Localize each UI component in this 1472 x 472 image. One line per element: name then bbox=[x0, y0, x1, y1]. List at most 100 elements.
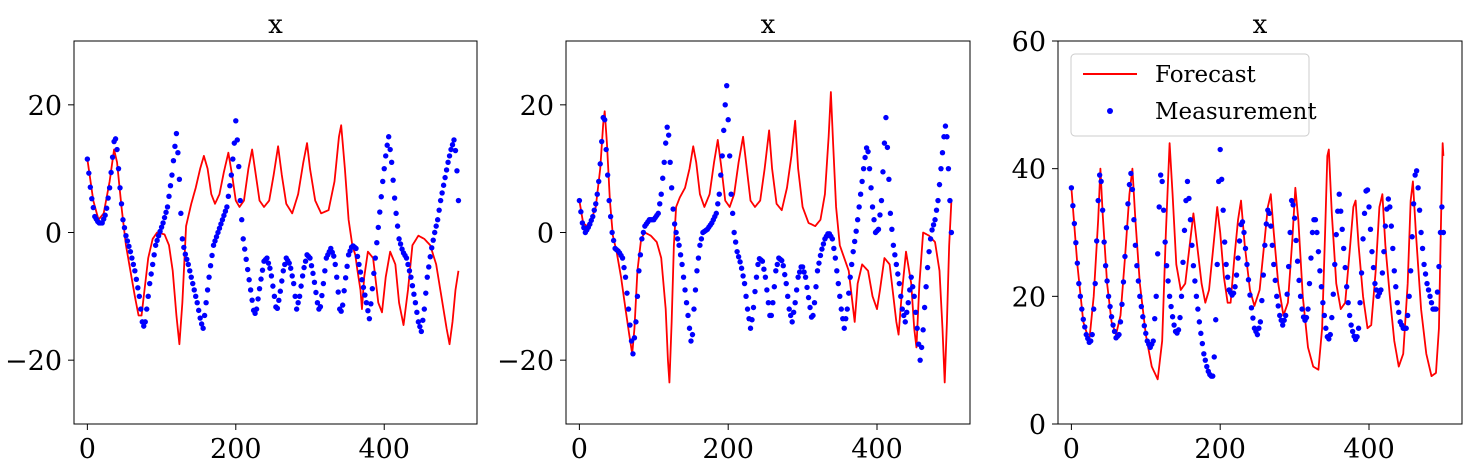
measurement-point bbox=[721, 127, 727, 134]
measurement-point bbox=[1369, 248, 1375, 255]
measurement-point bbox=[1272, 277, 1278, 284]
measurement-point bbox=[1404, 312, 1411, 319]
measurement-point bbox=[381, 165, 387, 172]
measurement-point bbox=[1190, 262, 1197, 269]
measurement-point bbox=[780, 262, 786, 269]
measurement-point bbox=[849, 261, 855, 268]
measurement-point bbox=[948, 229, 955, 236]
measurement-point bbox=[1074, 260, 1081, 266]
measurement-point bbox=[234, 137, 240, 143]
measurement-point bbox=[170, 157, 177, 164]
measurement-point bbox=[1320, 300, 1326, 306]
measurement-point bbox=[668, 185, 675, 191]
measurement-point bbox=[164, 204, 171, 210]
measurement-point bbox=[1390, 245, 1396, 252]
y-tick-label: 0 bbox=[537, 219, 554, 250]
measurement-point bbox=[771, 284, 778, 290]
measurement-point bbox=[1256, 325, 1262, 331]
measurement-point bbox=[1080, 316, 1087, 323]
measurement-point bbox=[590, 213, 596, 220]
measurement-point bbox=[732, 239, 739, 245]
measurement-point bbox=[1123, 225, 1130, 231]
measurement-point bbox=[371, 270, 377, 277]
measurement-point bbox=[1105, 293, 1112, 300]
measurement-point bbox=[636, 268, 642, 274]
measurement-point bbox=[440, 182, 447, 188]
measurement-point bbox=[151, 252, 157, 258]
measurement-point bbox=[807, 304, 813, 311]
measurement-point bbox=[1370, 264, 1377, 271]
measurement-point bbox=[1102, 262, 1109, 269]
measurement-point bbox=[844, 306, 850, 312]
measurement-point bbox=[657, 201, 663, 207]
measurement-point bbox=[384, 142, 390, 148]
measurement-point bbox=[377, 209, 383, 215]
measurement-point bbox=[1439, 204, 1445, 210]
measurement-point bbox=[86, 170, 92, 176]
measurement-point bbox=[682, 287, 688, 293]
measurement-point bbox=[1339, 226, 1345, 233]
chart-title: x bbox=[1253, 10, 1268, 40]
measurement-point bbox=[201, 312, 208, 319]
measurement-point bbox=[418, 328, 425, 335]
measurement-point bbox=[434, 217, 441, 223]
measurement-point bbox=[753, 274, 760, 280]
measurement-point bbox=[1403, 325, 1409, 331]
measurement-point bbox=[445, 159, 451, 165]
measurement-point bbox=[634, 293, 641, 300]
measurement-point bbox=[670, 206, 676, 212]
measurement-point bbox=[814, 268, 821, 274]
measurement-point bbox=[889, 226, 895, 233]
measurement-point bbox=[1433, 306, 1439, 312]
plot-frame bbox=[565, 40, 971, 425]
measurement-point bbox=[1263, 221, 1270, 227]
measurement-point bbox=[938, 165, 944, 172]
measurement-point bbox=[1287, 229, 1293, 236]
measurement-point bbox=[716, 191, 722, 197]
measurement-point bbox=[1346, 312, 1353, 319]
measurement-point bbox=[640, 229, 647, 236]
measurement-point bbox=[288, 265, 294, 271]
measurement-point bbox=[397, 241, 404, 247]
measurement-point bbox=[411, 291, 417, 297]
measurement-point bbox=[607, 213, 614, 220]
measurement-point bbox=[1108, 314, 1115, 320]
chart-title: x bbox=[761, 10, 776, 40]
measurement-point bbox=[639, 236, 645, 242]
measurement-point bbox=[163, 209, 169, 215]
measurement-point bbox=[112, 136, 119, 142]
measurement-point bbox=[194, 300, 200, 306]
measurement-point bbox=[357, 269, 364, 275]
measurement-point bbox=[375, 224, 381, 231]
measurement-point bbox=[627, 322, 633, 328]
measurement-point bbox=[910, 284, 916, 290]
measurement-point bbox=[579, 220, 586, 226]
measurement-point bbox=[1223, 261, 1229, 268]
measurement-point bbox=[1285, 263, 1292, 270]
measurement-point bbox=[917, 357, 923, 363]
measurement-point bbox=[368, 301, 374, 307]
measurement-point bbox=[1406, 293, 1412, 300]
measurement-point bbox=[439, 190, 445, 196]
measurement-point bbox=[604, 172, 611, 178]
measurement-point bbox=[369, 285, 376, 292]
measurement-point bbox=[181, 244, 187, 251]
measurement-point bbox=[1126, 181, 1133, 188]
measurement-point bbox=[918, 344, 925, 351]
measurement-point bbox=[1360, 236, 1366, 242]
measurement-point bbox=[850, 248, 856, 255]
measurement-point bbox=[359, 277, 365, 283]
measurement-point bbox=[1156, 204, 1162, 210]
x-tick-label: 200 bbox=[702, 434, 754, 465]
measurement-point bbox=[1323, 325, 1329, 331]
measurement-point bbox=[749, 317, 755, 323]
measurement-point bbox=[197, 315, 203, 321]
measurement-point bbox=[683, 300, 690, 306]
measurement-point bbox=[148, 271, 154, 277]
measurement-point bbox=[759, 258, 766, 264]
measurement-point bbox=[295, 300, 301, 306]
measurement-point bbox=[1217, 146, 1223, 153]
measurement-point bbox=[1247, 292, 1253, 298]
measurement-point bbox=[1341, 245, 1347, 252]
measurement-point bbox=[1269, 242, 1275, 248]
